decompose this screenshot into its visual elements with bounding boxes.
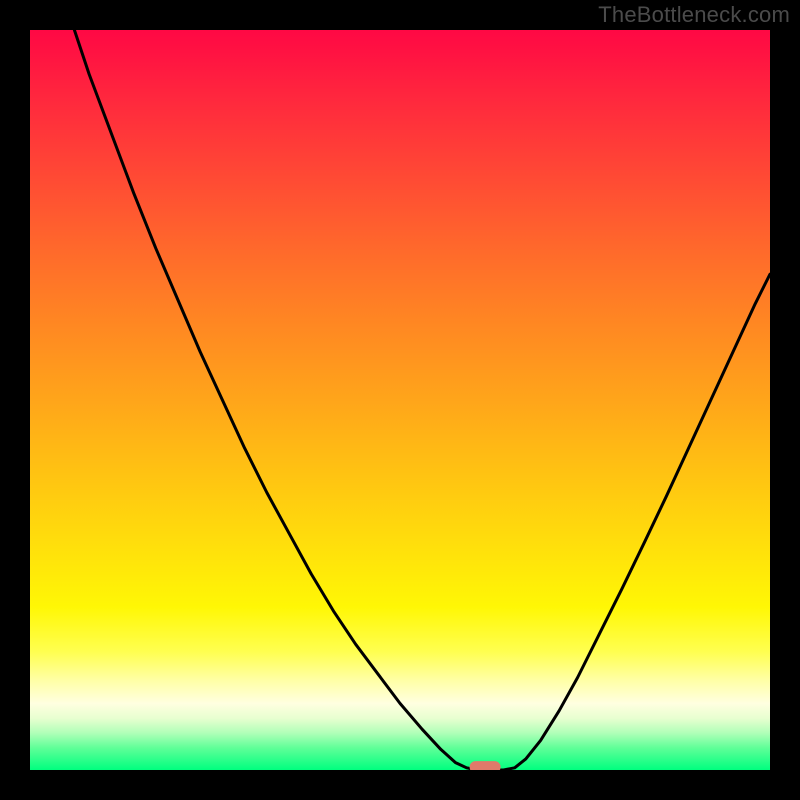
chart-svg (0, 0, 800, 800)
plot-background (30, 30, 770, 770)
bottleneck-chart: TheBottleneck.com (0, 0, 800, 800)
watermark-text: TheBottleneck.com (598, 2, 790, 28)
